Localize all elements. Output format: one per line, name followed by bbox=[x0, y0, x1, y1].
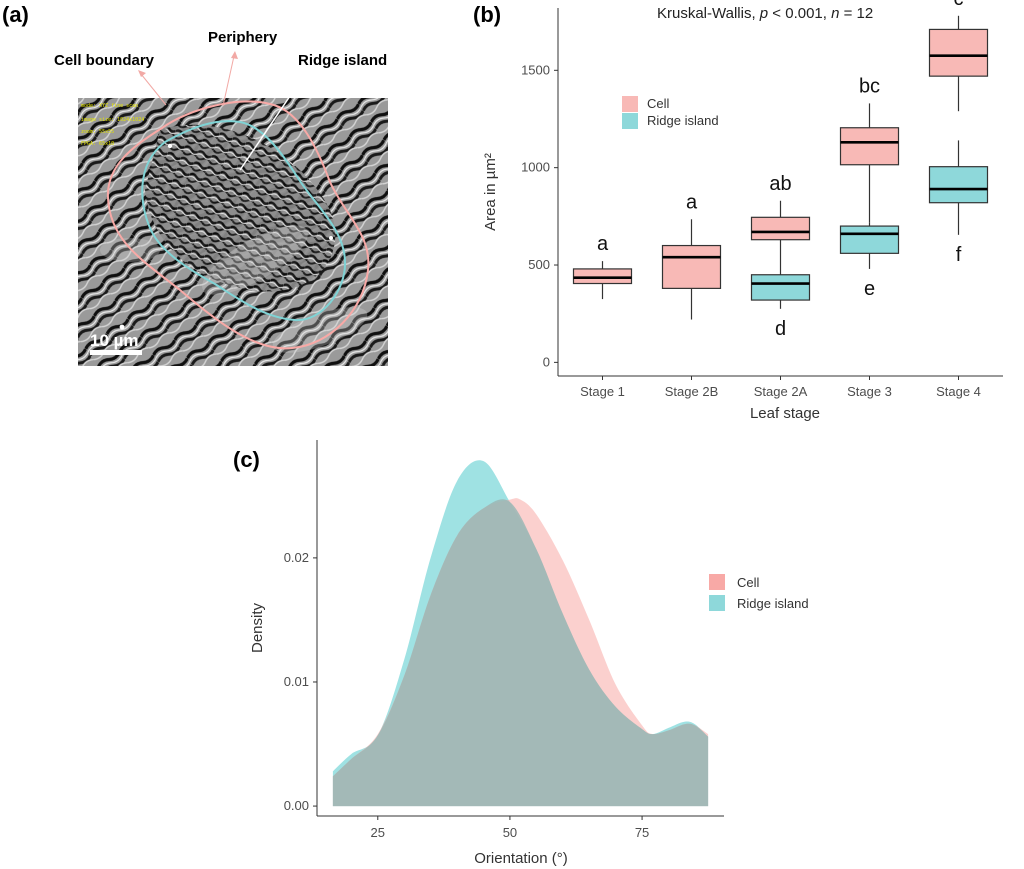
b-box-cell-0 bbox=[572, 268, 633, 285]
b-box-ridge-3 bbox=[839, 225, 900, 254]
c-xtick-label-0: 25 bbox=[371, 825, 385, 840]
b-sig-letter-cell-1: a bbox=[686, 191, 698, 213]
c-xtick-label-1: 50 bbox=[503, 825, 517, 840]
c-x-axis-title: Orientation (°) bbox=[474, 850, 568, 867]
b-ytick-label-3: 1500 bbox=[521, 62, 550, 77]
b-x-ticks: Stage 1 Stage 2B Stage 2A Stage 3 Stage 4 bbox=[580, 376, 981, 399]
c-legend: Cell Ridge island bbox=[709, 574, 809, 611]
b-ytick-label-1: 500 bbox=[528, 257, 550, 272]
b-xtick-label-1: Stage 2B bbox=[665, 384, 719, 399]
panel-a-label: (a) bbox=[2, 2, 29, 27]
panel-a: (a) mode: XYZ fine scan image size: 1024… bbox=[2, 2, 388, 366]
stat-annotation: Kruskal-Wallis, p < 0.001, n = 12 bbox=[657, 5, 873, 22]
c-y-axis-title: Density bbox=[249, 602, 266, 653]
panel-b-label: (b) bbox=[473, 2, 501, 27]
ridge-island-outline bbox=[141, 120, 347, 322]
c-xtick-label-2: 75 bbox=[635, 825, 649, 840]
c-legend-swatch-ridge bbox=[709, 595, 725, 611]
b-sig-letter-ridge-2: d bbox=[775, 318, 786, 340]
cell-boundary-outline bbox=[106, 100, 370, 350]
c-ytick-label-0: 0.00 bbox=[284, 798, 309, 813]
b-xtick-label-0: Stage 1 bbox=[580, 384, 625, 399]
b-box-ridge-4 bbox=[928, 166, 989, 204]
cell-boundary-pointer bbox=[140, 73, 167, 106]
panel-c: (c) Density Orientation (°) 0.00 0.01 0.02… bbox=[233, 440, 809, 867]
c-legend-swatch-cell bbox=[709, 574, 725, 590]
c-legend-label-cell: Cell bbox=[737, 575, 760, 590]
b-sig-letter-ridge-3: e bbox=[864, 278, 875, 300]
b-legend-swatch-cell bbox=[622, 96, 638, 112]
c-legend-label-ridge: Ridge island bbox=[737, 596, 809, 611]
b-box-cell-1 bbox=[661, 244, 722, 289]
b-legend-label-ridge: Ridge island bbox=[647, 113, 719, 128]
b-xtick-label-3: Stage 3 bbox=[847, 384, 892, 399]
ridge-island-pointer bbox=[239, 95, 291, 171]
ridge-island-label: Ridge island bbox=[298, 52, 387, 69]
b-ytick-label-2: 1000 bbox=[521, 160, 550, 175]
periphery-arrowhead bbox=[231, 51, 238, 59]
b-x-axis-title: Leaf stage bbox=[750, 405, 820, 422]
micrograph-image bbox=[78, 98, 388, 366]
periphery-pointer bbox=[222, 55, 235, 107]
b-sig-letter-cell-3: bc bbox=[859, 75, 880, 97]
b-sig-letter-cell-4: c bbox=[954, 0, 964, 10]
b-sig-letter-ridge-4: f bbox=[956, 244, 962, 266]
micro-text-3: zoom: 55x55 bbox=[81, 129, 114, 135]
b-sig-letter-cell-2: ab bbox=[769, 173, 791, 195]
b-legend-swatch-ridge bbox=[622, 113, 638, 129]
cell-boundary-arrowhead bbox=[138, 70, 146, 77]
b-box-ridge-2 bbox=[750, 274, 811, 301]
b-y-axis-title: Area in µm² bbox=[482, 153, 499, 231]
scale-bar-label: 10 µm bbox=[90, 331, 139, 350]
b-box-cell-3 bbox=[839, 127, 900, 166]
panel-b: (b) Kruskal-Wallis, p < 0.001, n = 12 Ar… bbox=[473, 0, 1003, 422]
c-x-ticks: 25 50 75 bbox=[371, 816, 649, 840]
b-sig-letter-cell-0: a bbox=[597, 233, 609, 255]
c-ytick-label-1: 0.01 bbox=[284, 674, 309, 689]
micro-metadata-text: mode: XYZ fine scan image size: 1024x102… bbox=[81, 103, 144, 147]
b-boxes: a a ab bc c d e f bbox=[572, 0, 989, 340]
c-area-overlap bbox=[332, 499, 709, 807]
scale-bar bbox=[90, 350, 142, 355]
b-xtick-label-4: Stage 4 bbox=[936, 384, 981, 399]
micro-text-4: FPGA: 65x10 bbox=[81, 141, 114, 147]
c-density-areas bbox=[332, 460, 709, 807]
b-ytick-label-0: 0 bbox=[543, 354, 550, 369]
periphery-label: Periphery bbox=[208, 29, 278, 46]
cell-boundary-label: Cell boundary bbox=[54, 52, 155, 69]
micro-text-2: image size: 1024x1024 bbox=[81, 117, 144, 123]
panel-c-label: (c) bbox=[233, 447, 260, 472]
b-y-ticks: 0 500 1000 1500 bbox=[521, 62, 558, 369]
b-legend: Cell Ridge island bbox=[622, 96, 719, 129]
b-box-cell-2 bbox=[750, 216, 811, 241]
c-ytick-label-2: 0.02 bbox=[284, 550, 309, 565]
micro-text-1: mode: XYZ fine scan bbox=[81, 103, 138, 109]
b-xtick-label-2: Stage 2A bbox=[754, 384, 808, 399]
c-y-ticks: 0.00 0.01 0.02 bbox=[284, 550, 317, 813]
b-legend-label-cell: Cell bbox=[647, 96, 670, 111]
b-box-cell-4 bbox=[928, 28, 989, 77]
